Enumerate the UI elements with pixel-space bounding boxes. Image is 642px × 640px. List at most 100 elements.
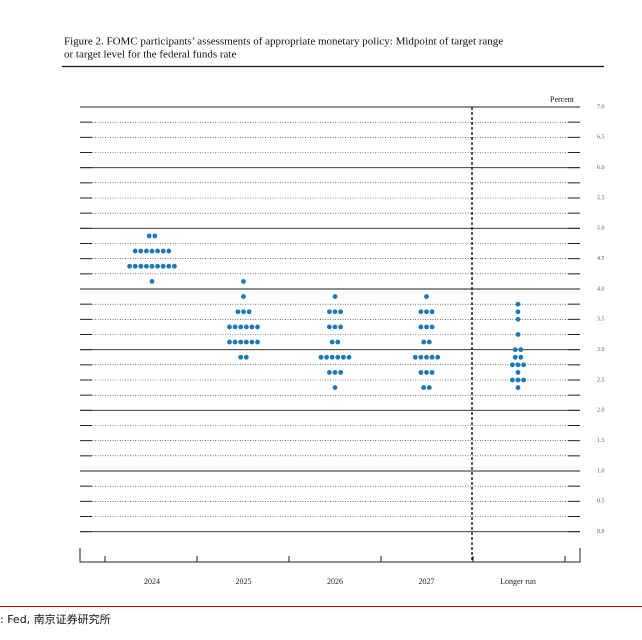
dot <box>424 324 429 330</box>
dot <box>227 339 232 345</box>
dot <box>335 354 341 360</box>
dot <box>318 354 324 360</box>
dot <box>327 370 332 375</box>
dot <box>249 324 255 330</box>
dot <box>429 324 435 330</box>
dot <box>241 279 246 284</box>
dot <box>421 385 427 390</box>
dot <box>166 263 172 269</box>
dot <box>232 339 238 345</box>
y-tick-label: 3.5 <box>597 317 605 323</box>
y-tick-label: 6.0 <box>597 165 605 171</box>
dot <box>424 354 429 360</box>
dot <box>426 339 432 345</box>
dot <box>510 362 515 368</box>
x-tick-label: 2024 <box>144 577 160 586</box>
dot <box>144 263 149 269</box>
dot <box>238 324 244 330</box>
dot <box>132 263 138 269</box>
dot <box>227 324 232 330</box>
y-tick-label: 1.5 <box>597 438 605 444</box>
dot <box>241 309 246 315</box>
dot <box>418 370 424 375</box>
dot <box>149 279 155 284</box>
dot <box>149 248 155 254</box>
dot <box>327 324 332 330</box>
dot <box>421 339 427 345</box>
dot <box>138 248 144 254</box>
dot <box>424 370 429 375</box>
dot <box>346 354 352 360</box>
dot <box>338 370 343 375</box>
dot <box>515 377 521 383</box>
x-tick-label: 2026 <box>327 577 343 586</box>
dot <box>515 362 521 368</box>
dot <box>144 248 149 254</box>
y-tick-label: 3.0 <box>597 347 605 353</box>
source-note: : Fed, 南京证券研究所 <box>0 612 111 626</box>
dot <box>235 309 241 315</box>
dot <box>152 233 158 239</box>
dot <box>172 263 177 269</box>
dot <box>515 332 521 337</box>
dot <box>241 294 246 299</box>
dot <box>515 309 521 315</box>
dot <box>521 377 526 383</box>
dot <box>515 316 521 322</box>
dot <box>132 248 138 254</box>
dot <box>243 339 249 345</box>
dot <box>255 324 260 330</box>
y-tick-label: 2.0 <box>597 408 605 414</box>
y-tick-label: 7.0 <box>597 104 605 110</box>
dot <box>429 354 435 360</box>
dot <box>338 309 343 315</box>
dot <box>332 294 338 299</box>
dot <box>166 248 172 254</box>
chart-title-line-1: Figure 2. FOMC participants’ assessments… <box>64 36 503 48</box>
dot <box>149 263 155 269</box>
y-tick-label: 6.5 <box>597 135 605 141</box>
dot <box>512 354 518 360</box>
dot <box>232 324 238 330</box>
dot <box>238 354 244 360</box>
y-tick-label: 0.0 <box>597 529 605 535</box>
dot <box>515 370 521 375</box>
dot <box>329 354 335 360</box>
y-tick-label: 4.5 <box>597 256 605 262</box>
dot <box>160 263 166 269</box>
dot <box>518 354 524 360</box>
x-tick-label: Longer run <box>500 577 536 586</box>
x-tick-label: 2025 <box>236 577 252 586</box>
dot <box>160 248 166 254</box>
dot <box>424 309 429 315</box>
dot <box>332 309 338 315</box>
y-tick-label: 0.5 <box>597 499 605 505</box>
y-tick-label: 4.0 <box>597 286 605 292</box>
dot <box>332 385 338 390</box>
dot <box>521 362 526 368</box>
y-tick-label: 2.5 <box>597 377 605 383</box>
x-axis <box>79 548 581 563</box>
dot <box>238 339 244 345</box>
dot <box>155 263 161 269</box>
dot <box>515 301 521 307</box>
dot <box>332 370 338 375</box>
y-axis-label: Percent <box>550 95 575 104</box>
dot <box>249 339 255 345</box>
dot <box>127 263 132 269</box>
y-tick-label: 5.5 <box>597 195 605 201</box>
dot <box>255 339 260 345</box>
dot <box>338 324 343 330</box>
dot <box>429 309 435 315</box>
dot <box>327 309 332 315</box>
dot <box>412 354 418 360</box>
dot <box>329 339 335 345</box>
dot <box>246 309 252 315</box>
dot <box>426 385 432 390</box>
dot <box>341 354 346 360</box>
dot <box>146 233 152 239</box>
dot <box>512 347 518 353</box>
dot <box>429 370 435 375</box>
x-tick-label: 2027 <box>419 577 435 586</box>
